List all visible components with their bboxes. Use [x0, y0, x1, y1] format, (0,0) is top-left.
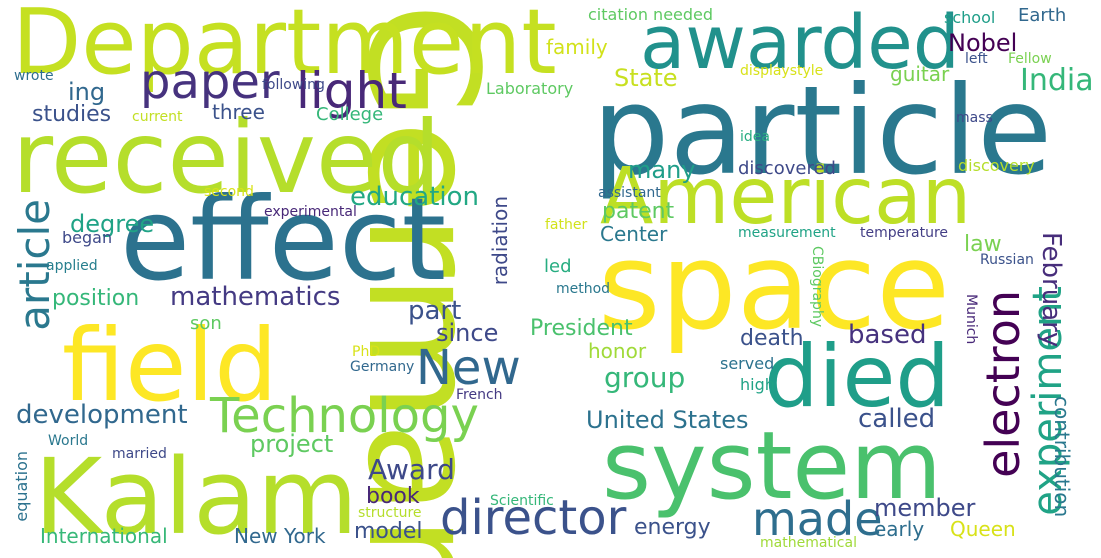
cloud-word: paper: [140, 54, 280, 110]
cloud-word: structure: [358, 505, 422, 521]
cloud-word: India: [1020, 63, 1094, 98]
cloud-word: Department: [12, 0, 557, 95]
cloud-word: son: [190, 313, 222, 334]
cloud-word: displaystyle: [740, 63, 824, 79]
cloud-word: International: [40, 524, 168, 548]
cloud-word: director: [440, 490, 627, 546]
cloud-word: American: [600, 152, 972, 242]
cloud-word: mathematics: [170, 282, 341, 312]
cloud-word: mathematical: [760, 535, 857, 551]
cloud-word: based: [848, 320, 927, 350]
cloud-word: method: [556, 281, 611, 297]
cloud-word: measurement: [738, 225, 836, 241]
cloud-word: particle: [592, 60, 1053, 202]
cloud-word: space: [598, 218, 951, 357]
cloud-word: called: [858, 404, 936, 434]
cloud-word: State: [614, 64, 678, 92]
cloud-word: citation needed: [588, 5, 714, 24]
cloud-word: law: [964, 232, 1002, 257]
cloud-word: member: [874, 494, 976, 522]
cloud-word: led: [544, 256, 572, 277]
cloud-word: New York: [234, 524, 326, 548]
cloud-word: position: [52, 286, 140, 311]
cloud-word: CBiography: [809, 246, 825, 328]
cloud-word: United States: [586, 406, 749, 434]
cloud-word: father: [545, 217, 588, 233]
cloud-word: light: [296, 62, 407, 120]
cloud-word: President: [530, 316, 633, 341]
cloud-word: education: [350, 182, 480, 212]
cloud-word: Nobel: [948, 29, 1018, 57]
cloud-word: discovery: [958, 156, 1035, 175]
cloud-word: family: [546, 35, 608, 59]
cloud-word: system: [602, 412, 942, 521]
cloud-word: Scientific: [490, 493, 554, 509]
cloud-word: died: [764, 327, 950, 427]
cloud-word: since: [436, 319, 499, 347]
cloud-word: began: [62, 228, 113, 247]
cloud-word: received: [12, 99, 441, 216]
cloud-word: assistant: [598, 185, 661, 201]
cloud-word: mass: [956, 110, 993, 126]
cloud-word: honor: [588, 339, 647, 363]
cloud-word: Germany: [350, 359, 415, 375]
cloud-word: idea: [740, 129, 770, 145]
cloud-word: College: [316, 104, 384, 125]
cloud-word: part: [408, 296, 462, 326]
cloud-word: book: [366, 484, 420, 509]
cloud-word: applied: [46, 258, 98, 274]
cloud-word: Queen: [950, 517, 1016, 541]
cloud-word: energy: [634, 515, 711, 540]
cloud-word: Laboratory: [486, 79, 574, 98]
cloud-word: Center: [600, 222, 668, 246]
cloud-word: group: [604, 361, 686, 394]
cloud-word: early: [874, 517, 925, 541]
cloud-word: second: [204, 184, 254, 200]
cloud-word: awarded: [640, 0, 960, 86]
cloud-word: Technology: [210, 388, 479, 444]
cloud-word: left: [965, 51, 988, 67]
cloud-word: equation: [12, 451, 31, 522]
cloud-word: electron: [976, 290, 1030, 478]
cloud-word: married: [112, 446, 167, 462]
cloud-word: effect: [120, 173, 447, 306]
cloud-word: experimental: [264, 204, 357, 220]
cloud-word: radiation: [488, 196, 512, 286]
cloud-word: project: [250, 430, 334, 458]
cloud-word: development: [16, 400, 188, 430]
cloud-word: degree: [70, 210, 155, 238]
cloud-word: three: [212, 100, 265, 124]
cloud-word: Munich: [963, 294, 979, 345]
cloud-word: studies: [32, 102, 112, 127]
cloud-word: temperature: [860, 225, 948, 241]
cloud-word: French: [456, 387, 503, 403]
cloud-word: current: [132, 109, 183, 125]
cloud-word: World: [48, 433, 89, 449]
cloud-word: PhD: [352, 344, 381, 360]
cloud-word: served: [720, 354, 775, 373]
cloud-word: field: [62, 307, 278, 424]
cloud-word: high: [740, 375, 775, 394]
cloud-word: guitar: [890, 62, 950, 86]
cloud-word: contribution: [1050, 396, 1074, 518]
cloud-word: many: [628, 156, 696, 184]
cloud-word: ing: [68, 78, 106, 106]
cloud-word: discovered: [738, 158, 836, 179]
cloud-word: wrote: [14, 68, 54, 84]
cloud-word: patent: [602, 199, 675, 224]
cloud-word: following: [262, 77, 325, 93]
cloud-word: February: [1036, 232, 1066, 348]
cloud-word: Award: [368, 453, 455, 486]
cloud-word: New: [416, 340, 521, 396]
cloud-word: Russian: [980, 252, 1034, 268]
cloud-word: Fellow: [1008, 51, 1052, 67]
cloud-word: made: [752, 492, 883, 546]
cloud-word: Kalam: [34, 436, 359, 558]
cloud-word: Earth: [1018, 5, 1067, 26]
cloud-word: model: [354, 519, 423, 544]
cloud-word: school: [944, 8, 996, 27]
cloud-word: death: [740, 326, 804, 351]
